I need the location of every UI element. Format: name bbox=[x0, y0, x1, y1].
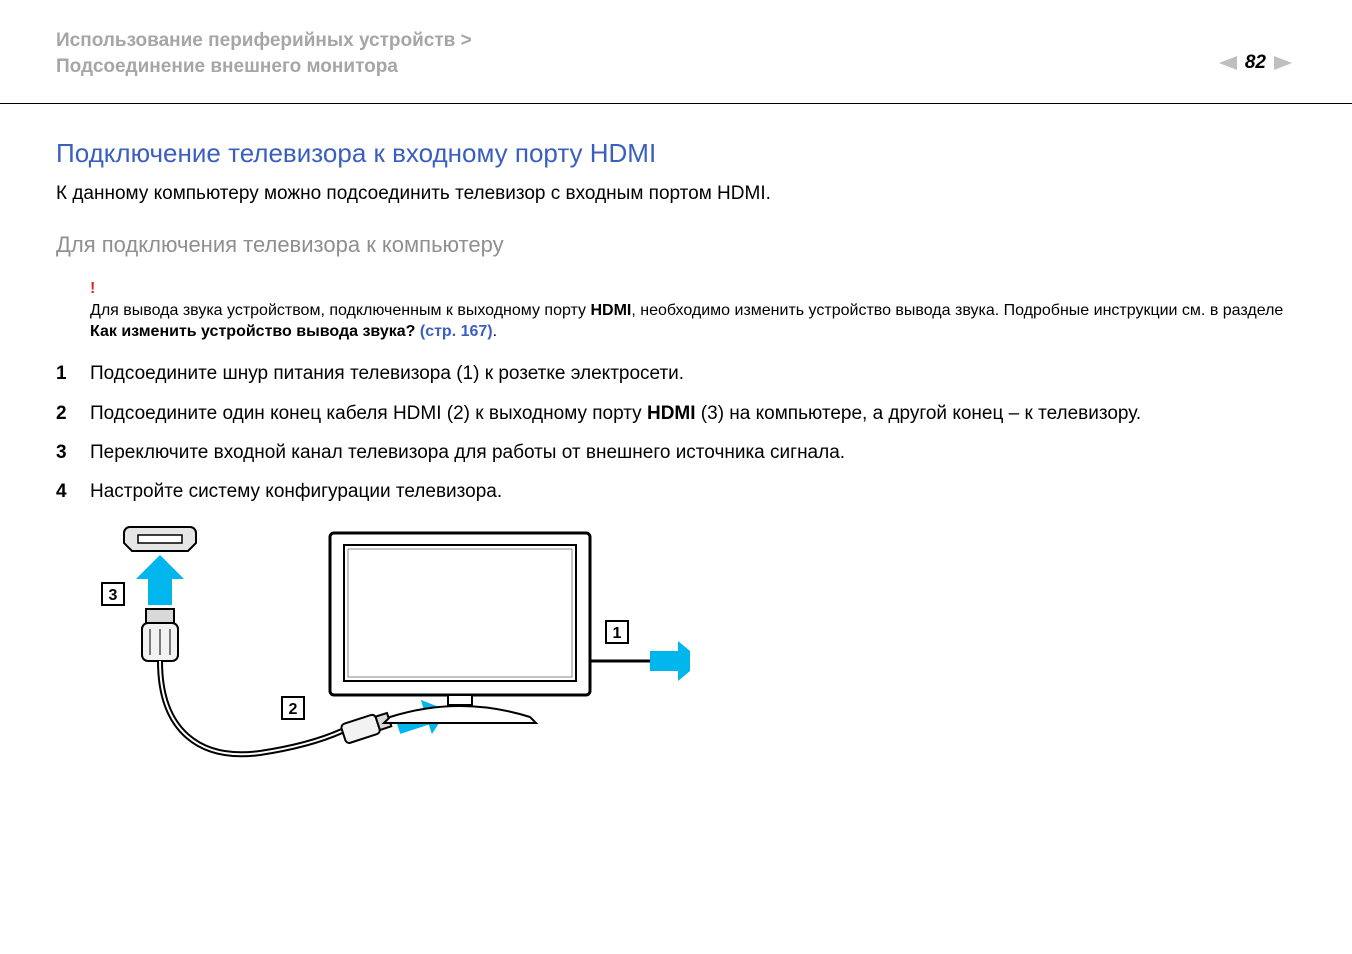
step-3: Переключите входной канал телевизора для… bbox=[56, 438, 1292, 467]
intro-text: К данному компьютеру можно подсоединить … bbox=[56, 181, 1292, 208]
label-2: 2 bbox=[282, 697, 304, 719]
hdmi-connector-right-icon bbox=[340, 710, 392, 744]
tv-icon bbox=[330, 533, 590, 723]
hdmi-port-icon bbox=[124, 527, 196, 551]
nav-prev-icon[interactable] bbox=[1219, 55, 1237, 71]
warn-tail: . bbox=[493, 323, 497, 340]
sub-heading: Для подключения телевизора к компьютеру bbox=[56, 232, 1292, 258]
svg-text:2: 2 bbox=[289, 701, 298, 718]
step-text: Подсоедините шнур питания телевизора (1)… bbox=[90, 359, 1292, 388]
step-text: Подсоедините один конец кабеля HDMI (2) … bbox=[90, 399, 1292, 428]
breadcrumb-line1: Использование периферийных устройств > bbox=[56, 28, 472, 54]
page-number: 82 bbox=[1245, 52, 1266, 74]
steps-list: Подсоедините шнур питания телевизора (1)… bbox=[56, 359, 1292, 507]
step-1: Подсоедините шнур питания телевизора (1)… bbox=[56, 359, 1292, 388]
breadcrumb-line2: Подсоединение внешнего монитора bbox=[56, 54, 472, 80]
arrow-power-icon bbox=[650, 641, 690, 681]
step-text: Переключите входной канал телевизора для… bbox=[90, 438, 1292, 467]
warn-ref-link[interactable]: (стр. 167) bbox=[420, 323, 493, 340]
warning-text: Для вывода звука устройством, подключенн… bbox=[90, 300, 1292, 343]
svg-text:1: 1 bbox=[613, 625, 622, 642]
figure-svg: 3 bbox=[90, 521, 690, 791]
hdmi-cable-highlight bbox=[160, 661, 342, 754]
warn-bold-q: Как изменить устройство вывода звука? bbox=[90, 323, 420, 340]
warning-icon: ! bbox=[90, 280, 1292, 298]
nav-next-icon[interactable] bbox=[1274, 55, 1292, 71]
label-3: 3 bbox=[102, 583, 124, 605]
page-nav: 82 bbox=[1219, 28, 1292, 74]
label-1: 1 bbox=[606, 621, 628, 643]
header-row: Использование периферийных устройств > П… bbox=[56, 28, 1352, 79]
svg-text:3: 3 bbox=[109, 587, 118, 604]
breadcrumb: Использование периферийных устройств > П… bbox=[56, 28, 472, 79]
arrow-up-icon bbox=[136, 555, 184, 605]
warn-bold-hdmi: HDMI bbox=[590, 302, 631, 319]
connection-figure: 3 bbox=[90, 521, 1292, 796]
step-4: Настройте систему конфигурации телевизор… bbox=[56, 477, 1292, 506]
hdmi-connector-icon bbox=[142, 609, 178, 661]
step-text: Настройте систему конфигурации телевизор… bbox=[90, 477, 1292, 506]
page: Использование периферийных устройств > П… bbox=[0, 0, 1352, 954]
warning-block: ! Для вывода звука устройством, подключе… bbox=[56, 280, 1292, 343]
section-heading: Подключение телевизора к входному порту … bbox=[56, 138, 1292, 169]
warn-text-mid: , необходимо изменить устройство вывода … bbox=[631, 302, 1283, 319]
step-2: Подсоедините один конец кабеля HDMI (2) … bbox=[56, 399, 1292, 428]
warn-text-pre: Для вывода звука устройством, подключенн… bbox=[90, 302, 590, 319]
content: Подключение телевизора к входному порту … bbox=[0, 104, 1352, 796]
page-header: Использование периферийных устройств > П… bbox=[0, 0, 1352, 93]
